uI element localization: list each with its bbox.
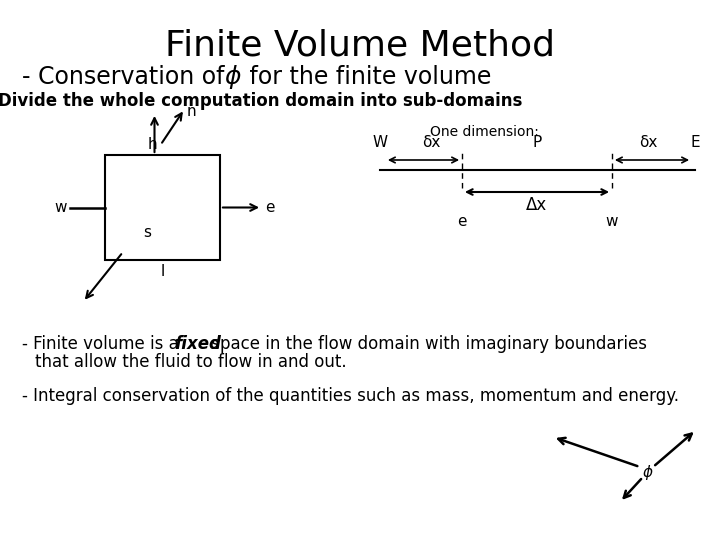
Text: W: W bbox=[372, 135, 387, 150]
Text: One dimension:: One dimension: bbox=[430, 125, 539, 139]
Text: ϕ: ϕ bbox=[224, 65, 240, 89]
Text: P: P bbox=[532, 135, 541, 150]
Text: Finite Volume Method: Finite Volume Method bbox=[165, 28, 555, 62]
Text: ϕ: ϕ bbox=[643, 464, 653, 480]
Text: - Integral conservation of the quantities such as mass, momentum and energy.: - Integral conservation of the quantitie… bbox=[22, 387, 679, 405]
Text: δx: δx bbox=[422, 135, 440, 150]
Text: w: w bbox=[606, 214, 618, 229]
Text: for the finite volume: for the finite volume bbox=[242, 65, 491, 89]
Text: E: E bbox=[690, 135, 700, 150]
Text: fixed: fixed bbox=[174, 335, 221, 353]
Text: Δx: Δx bbox=[526, 196, 548, 214]
Text: - Conservation of: - Conservation of bbox=[22, 65, 232, 89]
Text: h: h bbox=[148, 137, 158, 152]
Text: n: n bbox=[186, 104, 196, 118]
Text: e: e bbox=[457, 214, 467, 229]
Text: Divide the whole computation domain into sub-domains: Divide the whole computation domain into… bbox=[0, 92, 522, 110]
Text: - Finite volume is a: - Finite volume is a bbox=[22, 335, 184, 353]
Text: s: s bbox=[143, 225, 151, 240]
Text: w: w bbox=[55, 200, 67, 215]
Text: e: e bbox=[265, 200, 274, 215]
Text: δx: δx bbox=[639, 135, 657, 150]
Text: space in the flow domain with imaginary boundaries: space in the flow domain with imaginary … bbox=[206, 335, 647, 353]
Text: that allow the fluid to flow in and out.: that allow the fluid to flow in and out. bbox=[35, 353, 346, 371]
Text: l: l bbox=[161, 264, 165, 279]
Bar bbox=[105, 155, 220, 260]
